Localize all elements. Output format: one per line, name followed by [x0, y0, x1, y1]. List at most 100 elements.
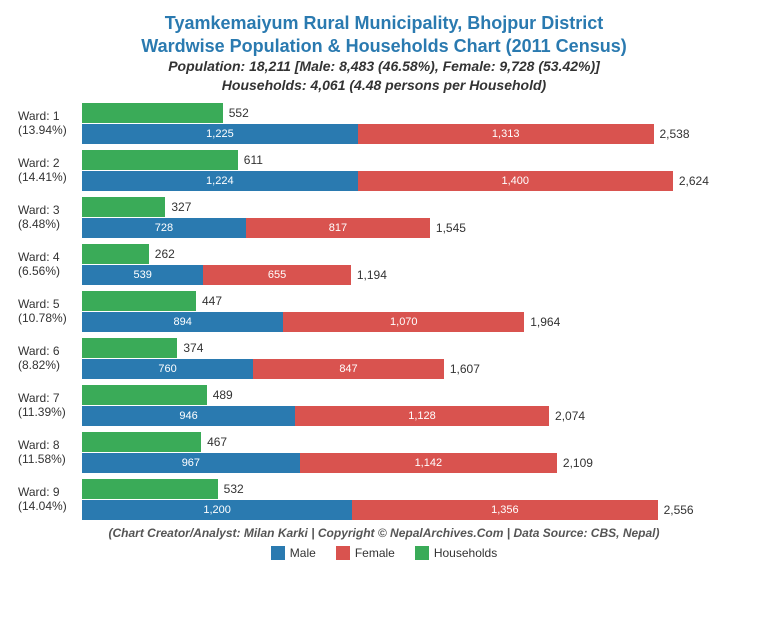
ward-name: Ward: 6 [18, 344, 78, 358]
ward-name: Ward: 8 [18, 438, 78, 452]
ward-name: Ward: 2 [18, 156, 78, 170]
ward-bars: 4899461,1282,074 [82, 385, 750, 426]
total-value: 2,624 [679, 174, 709, 188]
title-line-1: Tyamkemaiyum Rural Municipality, Bhojpur… [18, 12, 750, 35]
ward-bars: 327728817 1,545 [82, 197, 750, 238]
ward-label: Ward: 1(13.94%) [18, 103, 82, 144]
male-bar: 1,200 [82, 500, 352, 520]
female-bar: 817 [246, 218, 430, 238]
ward-bars: 374 760847 1,607 [82, 338, 750, 379]
ward-name: Ward: 1 [18, 109, 78, 123]
ward-bars: 2625396551,194 [82, 244, 750, 285]
households-value: 532 [224, 482, 244, 496]
male-bar: 894 [82, 312, 283, 332]
legend-label: Households [434, 546, 497, 560]
households-value: 467 [207, 435, 227, 449]
chart-title-block: Tyamkemaiyum Rural Municipality, Bhojpur… [18, 12, 750, 95]
ward-label: Ward: 4(6.56%) [18, 244, 82, 285]
ward-block: Ward: 6(8.82%)3747608471,607 [18, 338, 750, 379]
ward-bars: 532 1,2001,356 2,556 [82, 479, 750, 520]
households-value: 552 [229, 106, 249, 120]
households-bar-row: 467 [82, 432, 750, 452]
total-value: 1,545 [436, 221, 466, 235]
households-bar-row: 374 [82, 338, 750, 358]
households-bar [82, 150, 238, 170]
subtitle-line-2: Households: 4,061 (4.48 persons per Hous… [18, 76, 750, 95]
chart-legend: Male Female Households [18, 546, 750, 563]
population-bar-row: 9671,142 2,109 [82, 453, 750, 473]
legend-label: Female [355, 546, 395, 560]
legend-item: Female [336, 546, 395, 560]
chart-footer: (Chart Creator/Analyst: Milan Karki | Co… [18, 526, 750, 540]
households-bar [82, 291, 196, 311]
households-bar-row: 611 [82, 150, 750, 170]
female-bar: 1,400 [358, 171, 673, 191]
households-bar-row: 489 [82, 385, 750, 405]
total-value: 2,556 [664, 503, 694, 517]
total-value: 1,964 [530, 315, 560, 329]
title-line-2: Wardwise Population & Households Chart (… [18, 35, 750, 58]
population-bar-row: 728817 1,545 [82, 218, 750, 238]
subtitle-line-1: Population: 18,211 [Male: 8,483 (46.58%)… [18, 57, 750, 76]
households-bar [82, 479, 218, 499]
ward-name: Ward: 3 [18, 203, 78, 217]
ward-pct: (6.56%) [18, 264, 78, 278]
male-bar: 760 [82, 359, 253, 379]
households-bar-row: 532 [82, 479, 750, 499]
total-value: 1,194 [357, 268, 387, 282]
legend-item: Male [271, 546, 316, 560]
ward-label: Ward: 3(8.48%) [18, 197, 82, 238]
total-value: 1,607 [450, 362, 480, 376]
ward-bars: 467 9671,142 2,109 [82, 432, 750, 473]
ward-name: Ward: 5 [18, 297, 78, 311]
households-bar-row: 327 [82, 197, 750, 217]
ward-label: Ward: 5(10.78%) [18, 291, 82, 332]
female-bar: 1,070 [283, 312, 524, 332]
legend-swatch [336, 546, 350, 560]
ward-block: Ward: 9(14.04%) 532 1,2001,356 2,556 [18, 479, 750, 520]
legend-swatch [415, 546, 429, 560]
ward-label: Ward: 9(14.04%) [18, 479, 82, 520]
households-bar [82, 432, 201, 452]
male-bar: 728 [82, 218, 246, 238]
ward-label: Ward: 2(14.41%) [18, 150, 82, 191]
ward-bars: 4478941,070 1,964 [82, 291, 750, 332]
total-value: 2,109 [563, 456, 593, 470]
ward-block: Ward: 4(6.56%)2625396551,194 [18, 244, 750, 285]
female-bar: 847 [253, 359, 444, 379]
ward-name: Ward: 9 [18, 485, 78, 499]
ward-pct: (11.58%) [18, 452, 78, 466]
population-bar-row: 8941,070 1,964 [82, 312, 750, 332]
ward-pct: (13.94%) [18, 123, 78, 137]
female-bar: 655 [203, 265, 350, 285]
households-bar-row: 447 [82, 291, 750, 311]
households-value: 374 [183, 341, 203, 355]
ward-pct: (11.39%) [18, 405, 78, 419]
male-bar: 1,224 [82, 171, 358, 191]
ward-bars: 611 1,2241,400 2,624 [82, 150, 750, 191]
male-bar: 1,225 [82, 124, 358, 144]
population-bar-row: 9461,1282,074 [82, 406, 750, 426]
households-bar [82, 103, 223, 123]
ward-pct: (14.41%) [18, 170, 78, 184]
legend-label: Male [290, 546, 316, 560]
ward-bars: 5521,2251,3132,538 [82, 103, 750, 144]
male-bar: 539 [82, 265, 203, 285]
male-bar: 946 [82, 406, 295, 426]
female-bar: 1,128 [295, 406, 549, 426]
female-bar: 1,356 [352, 500, 657, 520]
female-bar: 1,142 [300, 453, 557, 473]
ward-block: Ward: 8(11.58%) 467 9671,142 2,109 [18, 432, 750, 473]
chart-area: Ward: 1(13.94%)5521,2251,3132,538Ward: 2… [18, 103, 750, 520]
households-bar [82, 385, 207, 405]
population-bar-row: 1,2241,400 2,624 [82, 171, 750, 191]
ward-pct: (8.48%) [18, 217, 78, 231]
population-bar-row: 760847 1,607 [82, 359, 750, 379]
households-bar [82, 197, 165, 217]
population-bar-row: 539655 1,194 [82, 265, 750, 285]
households-bar [82, 244, 149, 264]
ward-label: Ward: 8(11.58%) [18, 432, 82, 473]
households-value: 611 [244, 153, 263, 167]
households-bar [82, 338, 177, 358]
male-bar: 967 [82, 453, 300, 473]
